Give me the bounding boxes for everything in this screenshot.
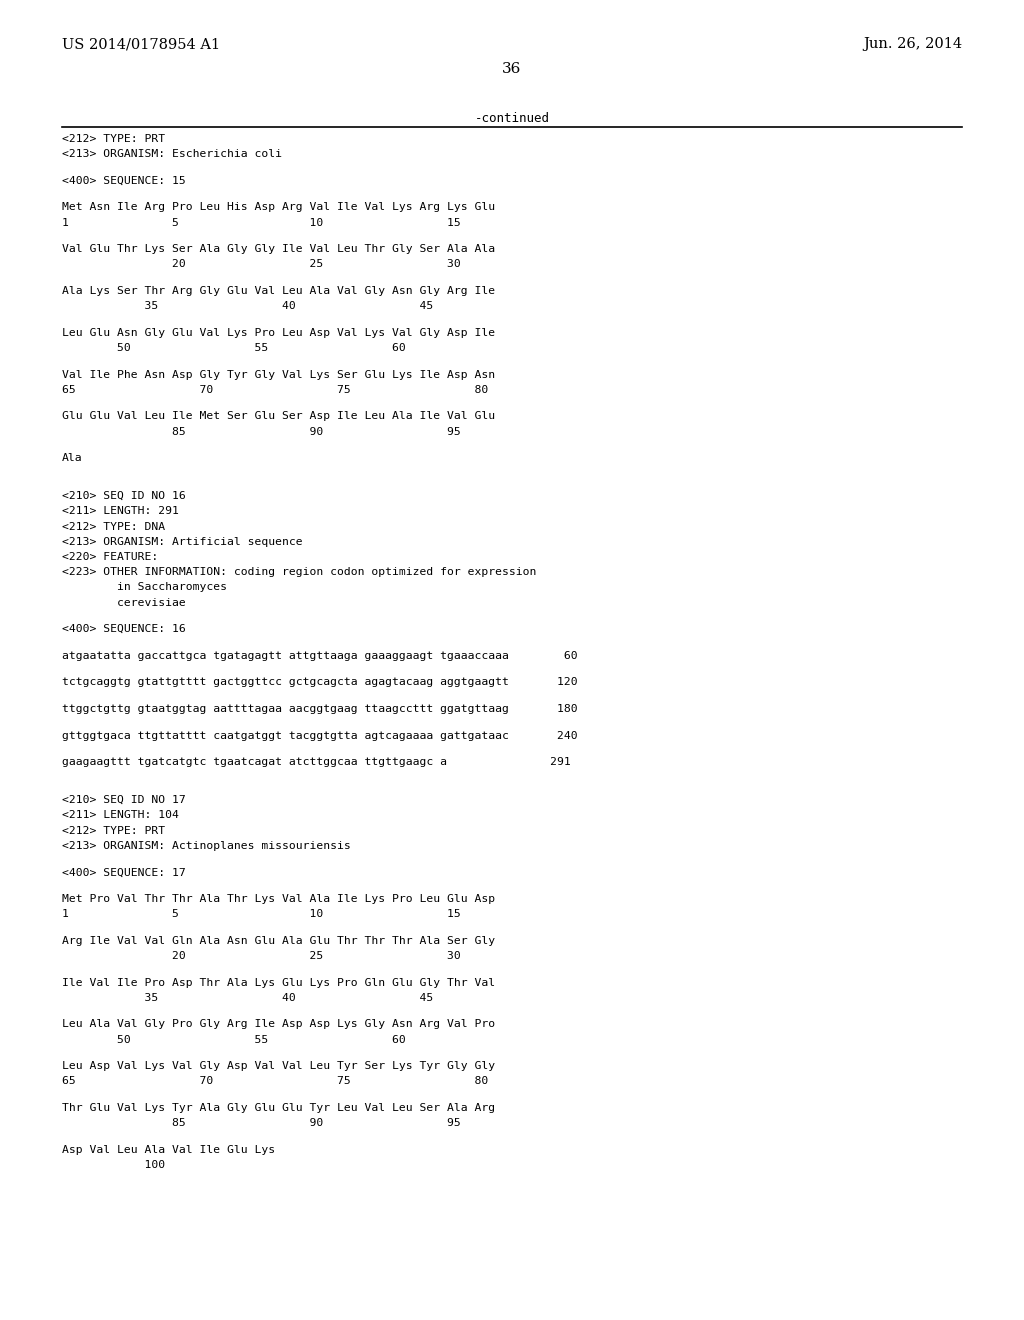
Text: <213> ORGANISM: Artificial sequence: <213> ORGANISM: Artificial sequence — [62, 537, 303, 546]
Text: cerevisiae: cerevisiae — [62, 598, 185, 607]
Text: Leu Asp Val Lys Val Gly Asp Val Val Leu Tyr Ser Lys Tyr Gly Gly: Leu Asp Val Lys Val Gly Asp Val Val Leu … — [62, 1061, 496, 1072]
Text: <212> TYPE: DNA: <212> TYPE: DNA — [62, 521, 165, 532]
Text: 50                  55                  60: 50 55 60 — [62, 1035, 406, 1044]
Text: 65                  70                  75                  80: 65 70 75 80 — [62, 385, 488, 395]
Text: 35                  40                  45: 35 40 45 — [62, 301, 433, 312]
Text: Asp Val Leu Ala Val Ile Glu Lys: Asp Val Leu Ala Val Ile Glu Lys — [62, 1144, 275, 1155]
Text: gaagaagttt tgatcatgtc tgaatcagat atcttggcaa ttgttgaagc a               291: gaagaagttt tgatcatgtc tgaatcagat atcttgg… — [62, 758, 570, 767]
Text: Val Glu Thr Lys Ser Ala Gly Gly Ile Val Leu Thr Gly Ser Ala Ala: Val Glu Thr Lys Ser Ala Gly Gly Ile Val … — [62, 244, 496, 255]
Text: Ala: Ala — [62, 453, 83, 463]
Text: 20                  25                  30: 20 25 30 — [62, 260, 461, 269]
Text: Leu Ala Val Gly Pro Gly Arg Ile Asp Asp Lys Gly Asn Arg Val Pro: Leu Ala Val Gly Pro Gly Arg Ile Asp Asp … — [62, 1019, 496, 1030]
Text: <212> TYPE: PRT: <212> TYPE: PRT — [62, 825, 165, 836]
Text: in Saccharomyces: in Saccharomyces — [62, 582, 227, 593]
Text: US 2014/0178954 A1: US 2014/0178954 A1 — [62, 37, 220, 51]
Text: 1               5                   10                  15: 1 5 10 15 — [62, 909, 461, 919]
Text: <213> ORGANISM: Escherichia coli: <213> ORGANISM: Escherichia coli — [62, 149, 282, 160]
Text: <400> SEQUENCE: 17: <400> SEQUENCE: 17 — [62, 867, 185, 878]
Text: <400> SEQUENCE: 16: <400> SEQUENCE: 16 — [62, 624, 185, 634]
Text: Thr Glu Val Lys Tyr Ala Gly Glu Glu Tyr Leu Val Leu Ser Ala Arg: Thr Glu Val Lys Tyr Ala Gly Glu Glu Tyr … — [62, 1104, 496, 1113]
Text: 65                  70                  75                  80: 65 70 75 80 — [62, 1076, 488, 1086]
Text: 50                  55                  60: 50 55 60 — [62, 343, 406, 352]
Text: 1               5                   10                  15: 1 5 10 15 — [62, 218, 461, 227]
Text: Glu Glu Val Leu Ile Met Ser Glu Ser Asp Ile Leu Ala Ile Val Glu: Glu Glu Val Leu Ile Met Ser Glu Ser Asp … — [62, 412, 496, 421]
Text: <400> SEQUENCE: 15: <400> SEQUENCE: 15 — [62, 176, 185, 186]
Text: <211> LENGTH: 291: <211> LENGTH: 291 — [62, 507, 179, 516]
Text: <220> FEATURE:: <220> FEATURE: — [62, 552, 159, 562]
Text: Met Asn Ile Arg Pro Leu His Asp Arg Val Ile Val Lys Arg Lys Glu: Met Asn Ile Arg Pro Leu His Asp Arg Val … — [62, 202, 496, 213]
Text: <223> OTHER INFORMATION: coding region codon optimized for expression: <223> OTHER INFORMATION: coding region c… — [62, 568, 537, 577]
Text: -continued: -continued — [474, 112, 550, 125]
Text: <210> SEQ ID NO 16: <210> SEQ ID NO 16 — [62, 491, 185, 502]
Text: Met Pro Val Thr Thr Ala Thr Lys Val Ala Ile Lys Pro Leu Glu Asp: Met Pro Val Thr Thr Ala Thr Lys Val Ala … — [62, 894, 496, 904]
Text: Ile Val Ile Pro Asp Thr Ala Lys Glu Lys Pro Gln Glu Gly Thr Val: Ile Val Ile Pro Asp Thr Ala Lys Glu Lys … — [62, 978, 496, 987]
Text: tctgcaggtg gtattgtttt gactggttcc gctgcagcta agagtacaag aggtgaagtt       120: tctgcaggtg gtattgtttt gactggttcc gctgcag… — [62, 677, 578, 688]
Text: 36: 36 — [503, 62, 521, 77]
Text: Leu Glu Asn Gly Glu Val Lys Pro Leu Asp Val Lys Val Gly Asp Ile: Leu Glu Asn Gly Glu Val Lys Pro Leu Asp … — [62, 327, 496, 338]
Text: 35                  40                  45: 35 40 45 — [62, 993, 433, 1003]
Text: gttggtgaca ttgttatttt caatgatggt tacggtgtta agtcagaaaa gattgataac       240: gttggtgaca ttgttatttt caatgatggt tacggtg… — [62, 730, 578, 741]
Text: Arg Ile Val Val Gln Ala Asn Glu Ala Glu Thr Thr Thr Ala Ser Gly: Arg Ile Val Val Gln Ala Asn Glu Ala Glu … — [62, 936, 496, 946]
Text: ttggctgttg gtaatggtag aattttagaa aacggtgaag ttaagccttt ggatgttaag       180: ttggctgttg gtaatggtag aattttagaa aacggtg… — [62, 704, 578, 714]
Text: <211> LENGTH: 104: <211> LENGTH: 104 — [62, 810, 179, 821]
Text: 20                  25                  30: 20 25 30 — [62, 950, 461, 961]
Text: atgaatatta gaccattgca tgatagagtt attgttaaga gaaaggaagt tgaaaccaaa        60: atgaatatta gaccattgca tgatagagtt attgtta… — [62, 651, 578, 661]
Text: Jun. 26, 2014: Jun. 26, 2014 — [863, 37, 962, 51]
Text: 85                  90                  95: 85 90 95 — [62, 1118, 461, 1129]
Text: <213> ORGANISM: Actinoplanes missouriensis: <213> ORGANISM: Actinoplanes missouriens… — [62, 841, 351, 851]
Text: 85                  90                  95: 85 90 95 — [62, 426, 461, 437]
Text: Val Ile Phe Asn Asp Gly Tyr Gly Val Lys Ser Glu Lys Ile Asp Asn: Val Ile Phe Asn Asp Gly Tyr Gly Val Lys … — [62, 370, 496, 380]
Text: <212> TYPE: PRT: <212> TYPE: PRT — [62, 135, 165, 144]
Text: Ala Lys Ser Thr Arg Gly Glu Val Leu Ala Val Gly Asn Gly Arg Ile: Ala Lys Ser Thr Arg Gly Glu Val Leu Ala … — [62, 286, 496, 296]
Text: 100: 100 — [62, 1160, 165, 1170]
Text: <210> SEQ ID NO 17: <210> SEQ ID NO 17 — [62, 795, 185, 805]
